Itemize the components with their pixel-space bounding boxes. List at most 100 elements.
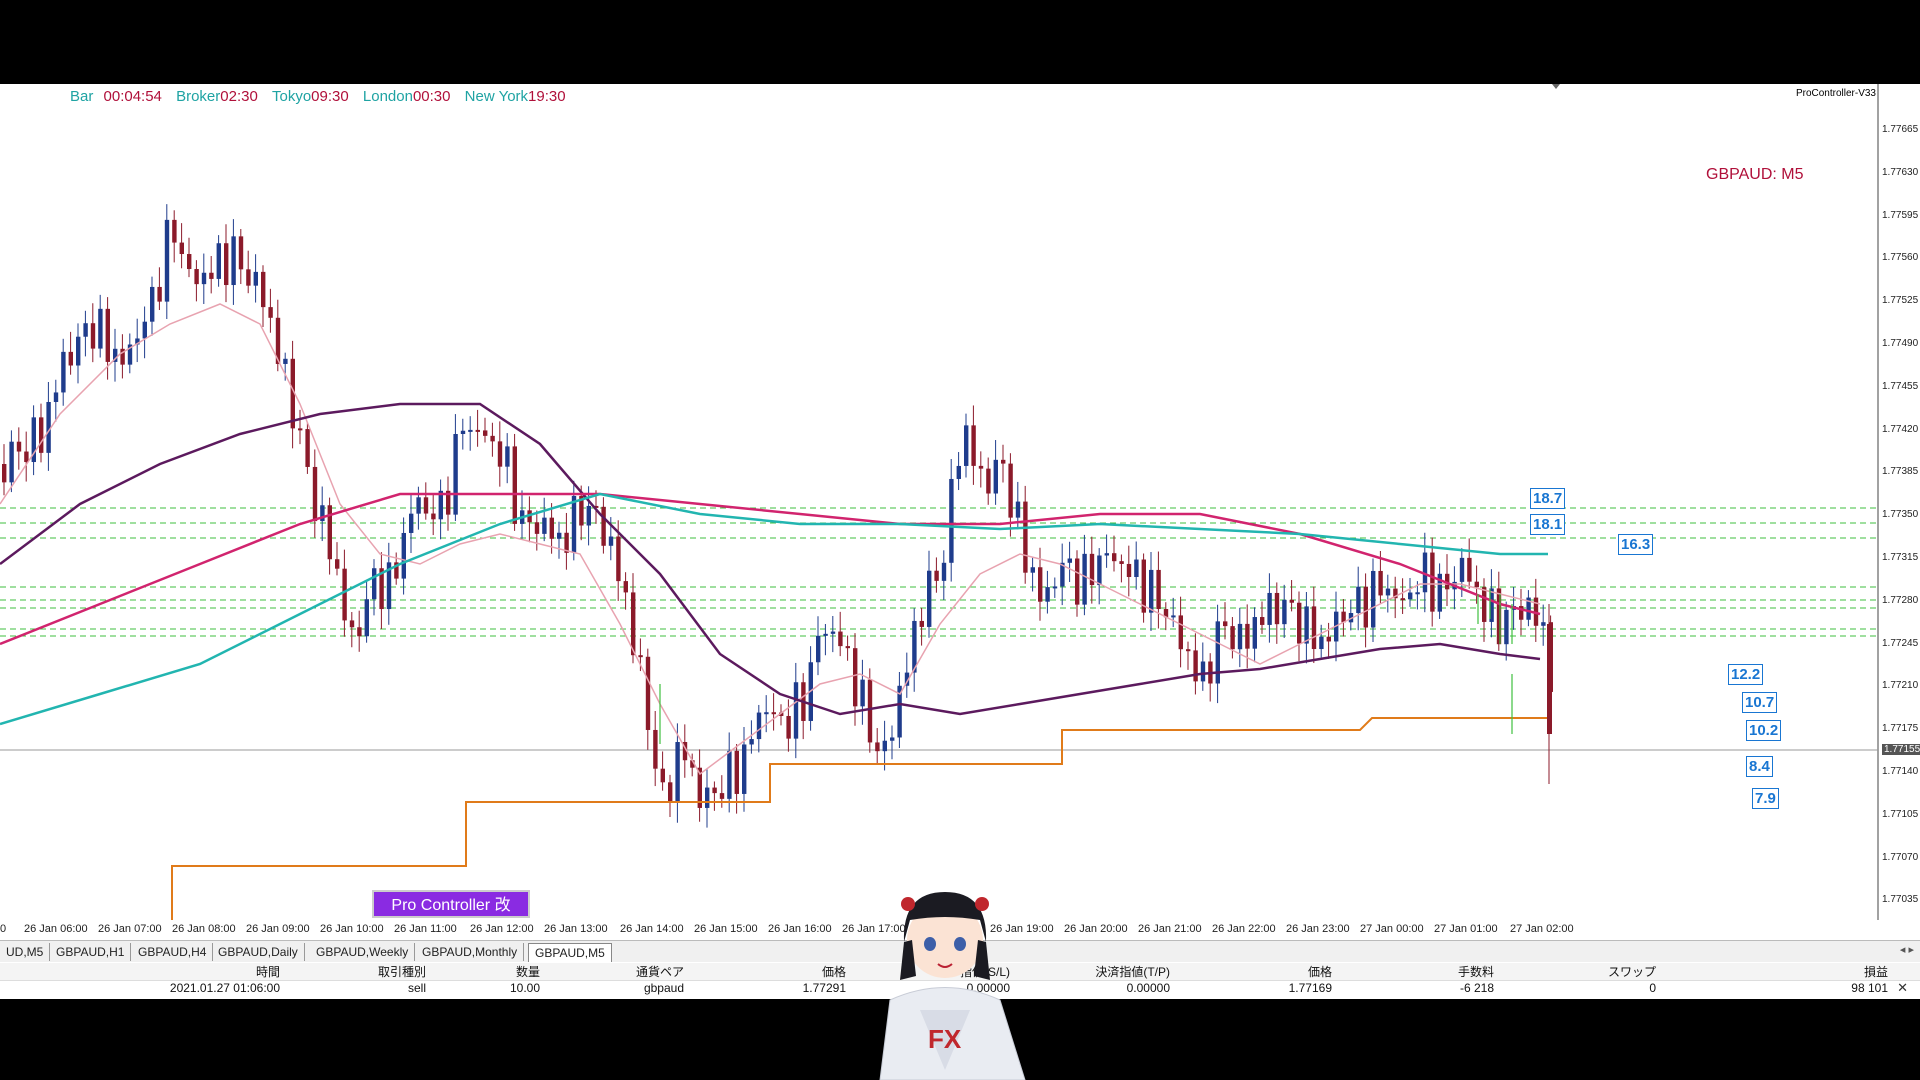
pip-box: 16.3 xyxy=(1618,534,1654,555)
candle-body xyxy=(941,562,947,581)
candle-body xyxy=(653,729,658,769)
candle-body xyxy=(1519,606,1524,620)
tab-gbpaud-daily[interactable]: GBPAUD,Daily xyxy=(212,943,305,961)
cell-tp: 0.00000 xyxy=(1126,981,1170,995)
candle-body xyxy=(867,679,873,743)
step-level-line xyxy=(171,717,1550,920)
candle-body xyxy=(1200,661,1206,682)
candle-body xyxy=(24,451,29,463)
candle-body xyxy=(838,631,843,647)
tab-gbpaud-monthly[interactable]: GBPAUD,Monthly xyxy=(416,943,525,961)
candle-body xyxy=(142,321,147,339)
candle-body xyxy=(882,740,887,752)
cell-pair: gbpaud xyxy=(643,981,684,995)
price-tick: 1.77070 xyxy=(1882,851,1919,863)
candle-body xyxy=(349,620,355,628)
candle-body xyxy=(135,338,140,345)
candle-body xyxy=(956,465,961,479)
pip-box: 8.4 xyxy=(1746,756,1773,777)
candle-body xyxy=(1400,598,1405,601)
candle-body xyxy=(401,532,406,579)
tab-ud-m5[interactable]: UD,M5 xyxy=(0,943,51,961)
candle-body xyxy=(793,682,799,739)
time-tick: 26 Jan 07:00 xyxy=(98,923,162,935)
candle-body xyxy=(1260,617,1265,625)
tab-gbpaud-m5-active[interactable]: GBPAUD,M5 xyxy=(528,943,612,962)
candle-body xyxy=(971,425,976,466)
pip-box: 7.9 xyxy=(1752,788,1779,809)
pro-controller-button[interactable]: Pro Controller 改 xyxy=(372,890,530,918)
price-chart[interactable]: Bar 00:04:54 Broker02:30 Tokyo09:30 Lond… xyxy=(0,84,1920,920)
col-type: 取引種別 xyxy=(377,965,426,979)
candle-body xyxy=(542,517,547,534)
bar-value: 00:04:54 xyxy=(103,88,162,105)
candle-body xyxy=(712,787,717,794)
candle-body xyxy=(1067,558,1072,563)
candle-body xyxy=(771,712,776,715)
candle-body xyxy=(98,308,103,349)
price-tick: 1.77420 xyxy=(1882,423,1919,435)
chart-canvas[interactable] xyxy=(0,84,1920,920)
candle-body xyxy=(779,712,784,716)
candle-body xyxy=(268,307,273,318)
candle-body xyxy=(1467,557,1472,582)
candle-body xyxy=(1052,586,1058,589)
candle-body xyxy=(875,742,880,752)
cell-swap: 0 xyxy=(1649,981,1656,995)
tab-gbpaud-weekly[interactable]: GBPAUD,Weekly xyxy=(310,943,416,961)
candle-body xyxy=(1304,606,1309,644)
candle-body xyxy=(253,271,258,286)
candle-body xyxy=(68,351,73,366)
candle-body xyxy=(1526,597,1531,620)
candle-body xyxy=(290,358,295,429)
candle-body xyxy=(1496,588,1502,645)
candle-body xyxy=(512,446,517,524)
candle-body xyxy=(409,513,414,533)
close-position-icon[interactable]: ✕ xyxy=(1897,980,1908,995)
tokyo-label: Tokyo xyxy=(271,88,312,105)
candle-body xyxy=(1001,459,1006,464)
candle-body xyxy=(379,568,384,610)
candle-body xyxy=(1385,588,1391,596)
candle-body xyxy=(586,505,591,526)
candle-body xyxy=(335,559,340,569)
candle-body xyxy=(1134,559,1139,578)
candle-body xyxy=(231,236,236,286)
time-tick: 26 Jan 15:00 xyxy=(694,923,758,935)
candle-body xyxy=(645,656,651,730)
candle-body xyxy=(557,532,562,539)
candle-body xyxy=(1060,562,1065,587)
table-row[interactable]: 2021.01.27 01:06:00 sell 10.00 gbpaud 1.… xyxy=(0,981,1920,998)
candle-body xyxy=(475,429,480,432)
price-tick: 1.77385 xyxy=(1882,466,1919,478)
candle-body xyxy=(616,536,621,582)
candle-body xyxy=(1378,570,1383,596)
price-tick: 1.77595 xyxy=(1882,209,1919,221)
candle-body xyxy=(1045,587,1050,602)
candle-body xyxy=(1097,555,1102,586)
candle-body xyxy=(224,243,229,286)
time-tick: 26 Jan 10:00 xyxy=(320,923,384,935)
candle-body xyxy=(549,517,554,539)
candle-body xyxy=(194,269,199,285)
tab-gbpaud-h4[interactable]: GBPAUD,H4 xyxy=(132,943,214,961)
tab-gbpaud-h1[interactable]: GBPAUD,H1 xyxy=(50,943,132,961)
tab-scroll-arrows[interactable]: ◂ ▸ xyxy=(1899,944,1914,956)
time-tick: 27 Jan 01:00 xyxy=(1434,923,1498,935)
candle-body xyxy=(90,323,96,349)
candle-body xyxy=(105,308,110,362)
candle-body xyxy=(423,497,429,514)
candle-body xyxy=(446,490,451,515)
candle-body xyxy=(579,495,584,526)
candle-body xyxy=(312,466,318,522)
candle-body xyxy=(1141,559,1146,613)
col-swap: スワップ xyxy=(1607,965,1656,979)
candle-body xyxy=(327,505,332,560)
price-tick: 1.77630 xyxy=(1882,166,1919,178)
candle-body xyxy=(845,646,850,649)
ma-magenta-line xyxy=(0,492,1541,646)
candle-body xyxy=(1252,617,1257,649)
cell-commission: -6 218 xyxy=(1459,981,1494,995)
candle-body xyxy=(261,271,266,308)
candle-body xyxy=(912,620,917,673)
